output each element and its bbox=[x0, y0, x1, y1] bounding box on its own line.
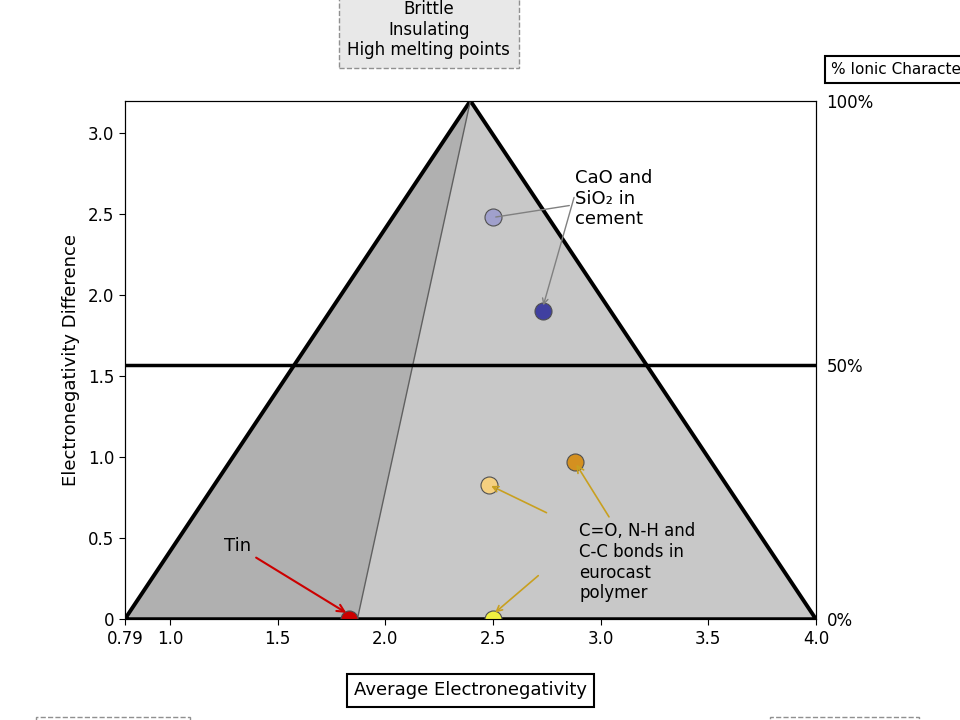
Point bbox=[341, 613, 356, 625]
X-axis label: Average Electronegativity: Average Electronegativity bbox=[0, 719, 1, 720]
Text: CaO and
SiO₂ in
cement: CaO and SiO₂ in cement bbox=[495, 168, 652, 228]
Point bbox=[486, 613, 501, 625]
Polygon shape bbox=[125, 101, 816, 619]
Text: Brittle
Insulating
High melting points: Brittle Insulating High melting points bbox=[348, 0, 511, 59]
Text: Average Electronegativity: Average Electronegativity bbox=[354, 681, 587, 699]
Point bbox=[481, 479, 496, 490]
Text: % Ionic Character: % Ionic Character bbox=[830, 62, 960, 77]
Polygon shape bbox=[125, 101, 470, 619]
Point bbox=[486, 212, 501, 223]
Polygon shape bbox=[357, 101, 816, 619]
Point bbox=[535, 305, 550, 317]
Text: Tin: Tin bbox=[224, 537, 345, 612]
Text: C=O, N-H and
C-C bonds in
eurocast
polymer: C=O, N-H and C-C bonds in eurocast polym… bbox=[577, 466, 695, 603]
Y-axis label: Electronegativity Difference: Electronegativity Difference bbox=[61, 234, 80, 486]
Point bbox=[567, 456, 583, 468]
